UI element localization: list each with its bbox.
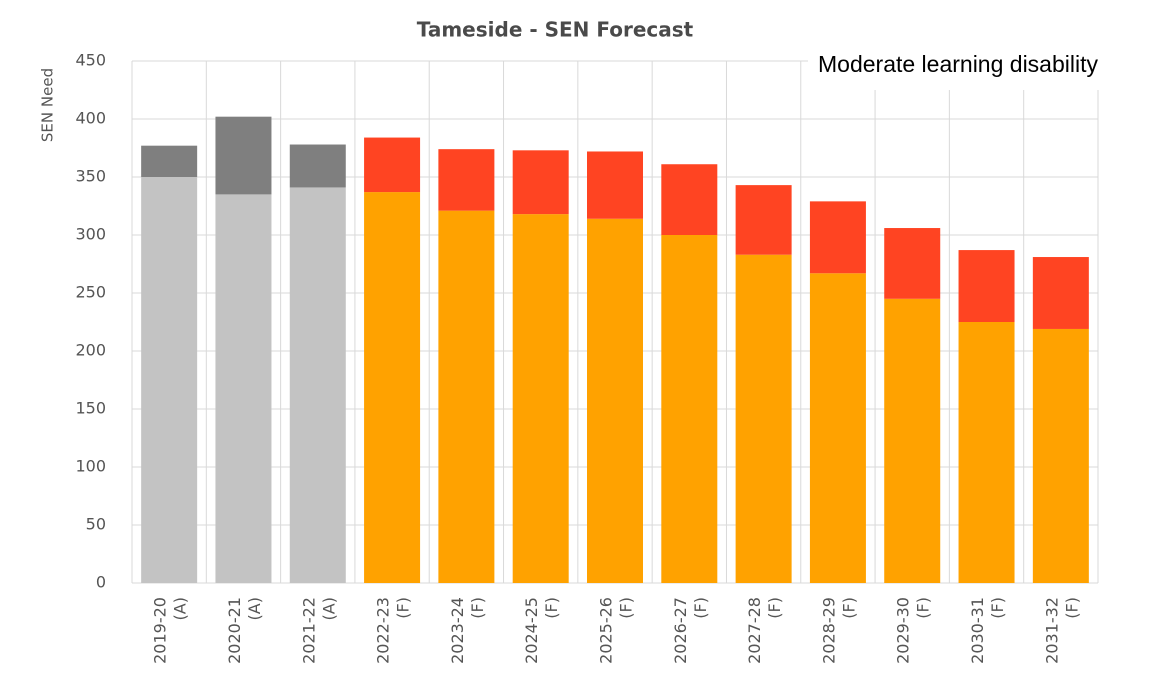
bar-segment (289, 187, 346, 583)
bar-segment (587, 151, 643, 219)
bar-segment (661, 164, 718, 235)
x-tick-label: (F) (394, 597, 413, 619)
x-tick-label: 2026-27 (671, 597, 690, 664)
bar-segment (215, 116, 272, 195)
bar-segment (587, 218, 643, 583)
bar-segment (289, 144, 346, 188)
x-tick-label: 2020-21 (225, 597, 244, 664)
x-tick-label: (F) (988, 597, 1007, 619)
x-tick-label: 2024-25 (522, 597, 541, 664)
y-axis-label: SEN Need (39, 68, 57, 142)
bar-segment (141, 177, 198, 583)
y-tick-label: 250 (75, 283, 106, 302)
x-tick-label: 2031-32 (1042, 597, 1061, 664)
bar-segment (364, 192, 421, 583)
bar-segment (141, 145, 198, 177)
annotation: Moderate learning disability (818, 51, 1098, 77)
bar-segment (1032, 328, 1089, 583)
bar-segment (884, 298, 941, 583)
x-tick-label: 2030-31 (968, 597, 987, 664)
y-tick-label: 350 (75, 167, 106, 186)
x-tick-label: 2022-23 (374, 597, 393, 664)
bar-segment (512, 214, 569, 583)
y-tick-label: 300 (75, 225, 106, 244)
bar-segment (512, 150, 569, 215)
bar-segment (809, 201, 866, 274)
bar-segment (438, 149, 495, 211)
bar-segment (438, 210, 495, 583)
bar-segment (661, 235, 718, 583)
bar-segment (735, 185, 792, 255)
x-tick-label: (A) (245, 597, 264, 620)
bar-segment (958, 322, 1015, 583)
x-tick-label: 2028-29 (819, 597, 838, 664)
x-tick-label: (F) (542, 597, 561, 619)
bar-segment (1032, 257, 1089, 329)
y-tick-label: 450 (75, 51, 106, 70)
x-tick-label: (F) (765, 597, 784, 619)
bar-segment (735, 254, 792, 583)
x-tick-label: 2023-24 (448, 597, 467, 664)
x-tick-label: (A) (319, 597, 338, 620)
x-tick-label: 2029-30 (894, 597, 913, 664)
bar-segment (884, 228, 941, 299)
y-tick-label: 50 (86, 515, 106, 534)
x-tick-label: (F) (617, 597, 636, 619)
bar-segment (364, 137, 421, 193)
y-tick-label: 0 (96, 573, 106, 592)
chart-title: Tameside - SEN Forecast (417, 18, 694, 42)
x-tick-label: (F) (1062, 597, 1081, 619)
x-tick-label: 2021-22 (299, 597, 318, 664)
bar-segment (215, 194, 272, 583)
annotation-bg (808, 44, 1176, 90)
y-tick-label: 400 (75, 109, 106, 128)
x-tick-label: (F) (468, 597, 487, 619)
x-tick-label: (A) (171, 597, 190, 620)
y-tick-label: 200 (75, 341, 106, 360)
y-tick-label: 150 (75, 399, 106, 418)
x-tick-label: (F) (691, 597, 710, 619)
x-tick-label: (F) (839, 597, 858, 619)
x-tick-label: 2027-28 (745, 597, 764, 664)
y-tick-label: 100 (75, 457, 106, 476)
bar-segment (958, 250, 1015, 322)
bar-segment (809, 273, 866, 583)
x-tick-label: 2025-26 (597, 597, 616, 664)
x-tick-label: 2019-20 (151, 597, 170, 664)
x-tick-label: (F) (914, 597, 933, 619)
